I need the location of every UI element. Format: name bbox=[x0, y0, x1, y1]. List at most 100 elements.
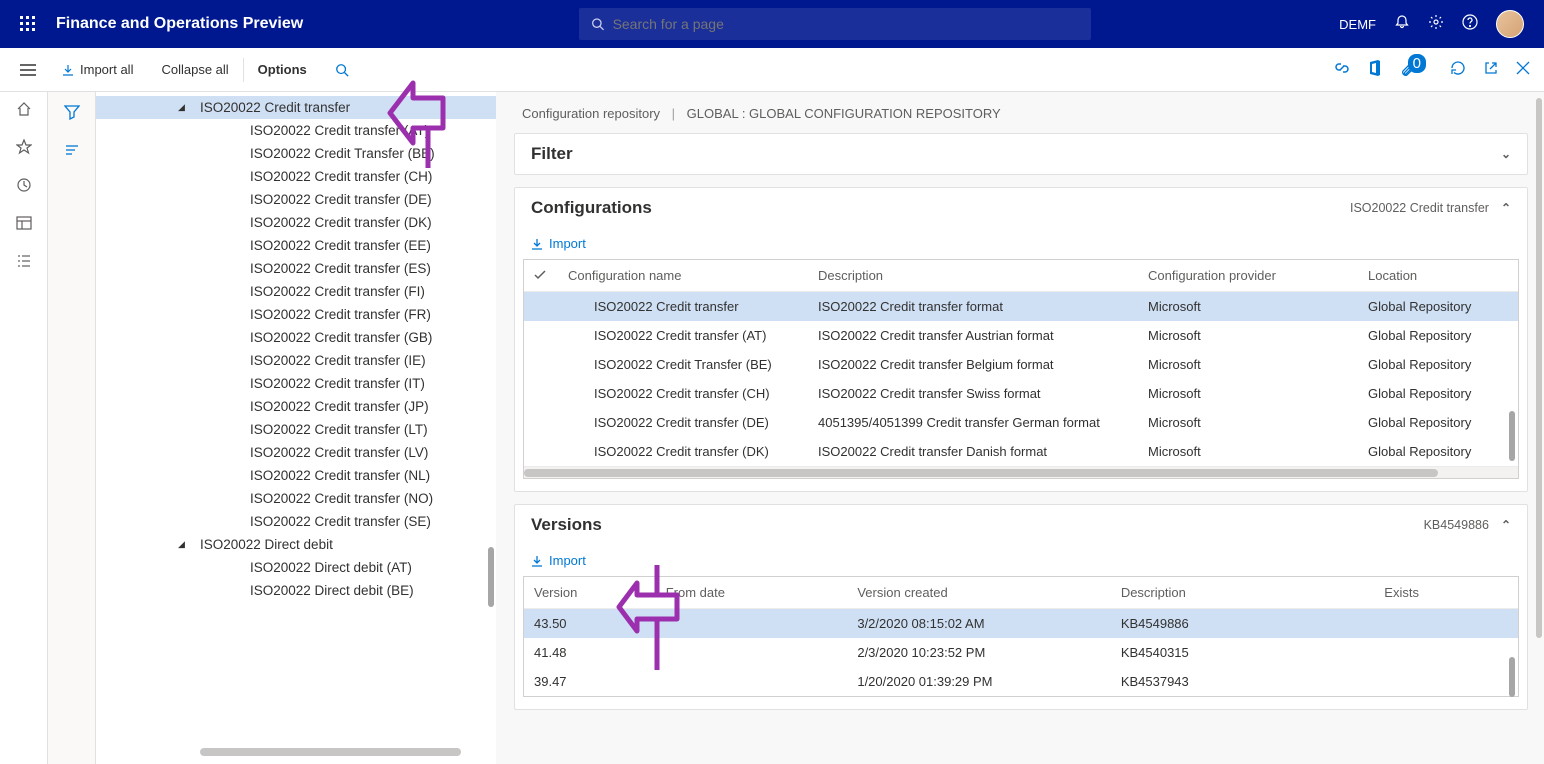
row-check[interactable] bbox=[524, 321, 558, 350]
tree-item-label: ISO20022 Credit transfer (DE) bbox=[250, 192, 432, 207]
tree-vscroll[interactable] bbox=[488, 547, 494, 607]
col-version[interactable]: Version bbox=[524, 577, 656, 609]
col-vdesc[interactable]: Description bbox=[1111, 577, 1374, 609]
tree-item-label: ISO20022 Direct debit (BE) bbox=[250, 583, 414, 598]
search-input[interactable] bbox=[613, 16, 1080, 32]
tree-item[interactable]: ISO20022 Credit transfer (NO) bbox=[96, 487, 496, 510]
tree-item[interactable]: ISO20022 Credit transfer (LT) bbox=[96, 418, 496, 441]
grid-hscroll[interactable] bbox=[524, 466, 1518, 478]
tree-item-label: ISO20022 Credit transfer (FI) bbox=[250, 284, 425, 299]
bell-icon[interactable] bbox=[1394, 14, 1410, 35]
filter-title: Filter bbox=[531, 144, 573, 164]
tree-item[interactable]: ISO20022 Credit transfer (ES) bbox=[96, 257, 496, 280]
tree-item[interactable]: ISO20022 Credit transfer (SE) bbox=[96, 510, 496, 533]
col-from[interactable]: From date bbox=[656, 577, 848, 609]
chevron-up-icon[interactable]: ⌃ bbox=[1501, 518, 1511, 532]
close-icon[interactable] bbox=[1516, 61, 1530, 79]
tree-item[interactable]: ISO20022 Direct debit (AT) bbox=[96, 556, 496, 579]
filter-icon[interactable] bbox=[64, 104, 80, 125]
configurations-subtitle: ISO20022 Credit transfer bbox=[1350, 201, 1489, 215]
company-picker[interactable]: DEMF bbox=[1339, 17, 1376, 32]
search-icon bbox=[335, 63, 349, 77]
row-check[interactable] bbox=[524, 350, 558, 379]
table-row[interactable]: 43.503/2/2020 08:15:02 AMKB4549886 bbox=[524, 609, 1518, 639]
recent-icon[interactable] bbox=[15, 176, 33, 194]
chevron-up-icon[interactable]: ⌃ bbox=[1501, 201, 1511, 215]
cell-exists bbox=[1374, 638, 1518, 667]
chevron-down-icon[interactable]: ⌄ bbox=[1501, 147, 1511, 161]
sort-icon[interactable] bbox=[64, 143, 80, 161]
home-icon[interactable] bbox=[15, 100, 33, 118]
import-config-link[interactable]: Import bbox=[515, 228, 602, 259]
tree-item[interactable]: ISO20022 Credit transfer (NL) bbox=[96, 464, 496, 487]
find-button[interactable] bbox=[321, 48, 363, 91]
col-config-name[interactable]: Configuration name bbox=[558, 260, 808, 292]
tree-parent[interactable]: ◢ISO20022 Direct debit bbox=[96, 533, 496, 556]
col-description[interactable]: Description bbox=[808, 260, 1138, 292]
tree-parent[interactable]: ◢ISO20022 Credit transfer bbox=[96, 96, 496, 119]
cell-location: Global Repository bbox=[1358, 292, 1519, 322]
attachments-button[interactable]: 0 bbox=[1400, 60, 1432, 79]
tree-item[interactable]: ISO20022 Credit transfer (JP) bbox=[96, 395, 496, 418]
table-row[interactable]: ISO20022 Credit transferISO20022 Credit … bbox=[524, 292, 1519, 322]
page-vscroll[interactable] bbox=[1534, 92, 1542, 764]
table-row[interactable]: 39.471/20/2020 01:39:29 PMKB4537943 bbox=[524, 667, 1518, 696]
tree-item[interactable]: ISO20022 Credit transfer (CH) bbox=[96, 165, 496, 188]
help-icon[interactable] bbox=[1462, 14, 1478, 35]
table-row[interactable]: ISO20022 Credit transfer (DK)ISO20022 Cr… bbox=[524, 437, 1519, 466]
options-button[interactable]: Options bbox=[244, 48, 321, 91]
col-created[interactable]: Version created bbox=[847, 577, 1110, 609]
tree-item[interactable]: ISO20022 Credit transfer (DK) bbox=[96, 211, 496, 234]
col-provider[interactable]: Configuration provider bbox=[1138, 260, 1358, 292]
tree-item[interactable]: ISO20022 Credit transfer (GB) bbox=[96, 326, 496, 349]
breadcrumb-seg1[interactable]: Configuration repository bbox=[522, 106, 660, 121]
tree-item[interactable]: ISO20022 Credit transfer (FR) bbox=[96, 303, 496, 326]
search-box[interactable] bbox=[579, 8, 1091, 40]
refresh-icon[interactable] bbox=[1450, 60, 1466, 80]
config-tree[interactable]: ◢ISO20022 Credit transferISO20022 Credit… bbox=[96, 92, 496, 764]
tree-item[interactable]: ISO20022 Credit transfer (EE) bbox=[96, 234, 496, 257]
import-all-button[interactable]: Import all bbox=[48, 48, 147, 91]
row-check[interactable] bbox=[524, 379, 558, 408]
tree-item[interactable]: ISO20022 Credit transfer (AT) bbox=[96, 119, 496, 142]
tree-item[interactable]: ISO20022 Credit transfer (LV) bbox=[96, 441, 496, 464]
workspace-icon[interactable] bbox=[15, 214, 33, 232]
hamburger-icon[interactable] bbox=[8, 64, 48, 76]
cell-desc: 4051395/4051399 Credit transfer German f… bbox=[808, 408, 1138, 437]
grid-check-header[interactable] bbox=[524, 260, 558, 292]
collapse-all-button[interactable]: Collapse all bbox=[147, 48, 242, 91]
row-check[interactable] bbox=[524, 437, 558, 466]
col-exists[interactable]: Exists bbox=[1374, 577, 1518, 609]
table-row[interactable]: ISO20022 Credit transfer (AT)ISO20022 Cr… bbox=[524, 321, 1519, 350]
tree-item[interactable]: ISO20022 Credit transfer (IE) bbox=[96, 349, 496, 372]
modules-icon[interactable] bbox=[15, 252, 33, 270]
popout-icon[interactable] bbox=[1484, 61, 1498, 79]
tree-item[interactable]: ISO20022 Direct debit (BE) bbox=[96, 579, 496, 602]
table-row[interactable]: 41.482/3/2020 10:23:52 PMKB4540315 bbox=[524, 638, 1518, 667]
link-icon[interactable] bbox=[1334, 60, 1350, 80]
chevron-down-icon[interactable]: ◢ bbox=[178, 539, 192, 550]
tree-item[interactable]: ISO20022 Credit Transfer (BE) bbox=[96, 142, 496, 165]
row-check[interactable] bbox=[524, 292, 558, 322]
table-row[interactable]: ISO20022 Credit transfer (CH)ISO20022 Cr… bbox=[524, 379, 1519, 408]
office-icon[interactable] bbox=[1368, 60, 1382, 80]
tree-item[interactable]: ISO20022 Credit transfer (FI) bbox=[96, 280, 496, 303]
user-avatar[interactable] bbox=[1496, 10, 1524, 38]
gear-icon[interactable] bbox=[1428, 14, 1444, 35]
app-launcher-icon[interactable] bbox=[8, 16, 48, 32]
row-check[interactable] bbox=[524, 408, 558, 437]
tree-item[interactable]: ISO20022 Credit transfer (IT) bbox=[96, 372, 496, 395]
tree-item-label: ISO20022 Credit transfer (JP) bbox=[250, 399, 429, 414]
config-grid-vscroll[interactable] bbox=[1509, 411, 1515, 461]
tree-hscroll[interactable] bbox=[200, 748, 484, 760]
versions-grid-vscroll[interactable] bbox=[1509, 657, 1515, 697]
cell-location: Global Repository bbox=[1358, 321, 1519, 350]
star-icon[interactable] bbox=[15, 138, 33, 156]
table-row[interactable]: ISO20022 Credit Transfer (BE)ISO20022 Cr… bbox=[524, 350, 1519, 379]
import-version-link[interactable]: Import bbox=[515, 545, 602, 576]
chevron-down-icon[interactable]: ◢ bbox=[178, 102, 192, 113]
breadcrumb-seg2: GLOBAL : GLOBAL CONFIGURATION REPOSITORY bbox=[687, 106, 1001, 121]
tree-item[interactable]: ISO20022 Credit transfer (DE) bbox=[96, 188, 496, 211]
col-location[interactable]: Location bbox=[1358, 260, 1519, 292]
table-row[interactable]: ISO20022 Credit transfer (DE)4051395/405… bbox=[524, 408, 1519, 437]
